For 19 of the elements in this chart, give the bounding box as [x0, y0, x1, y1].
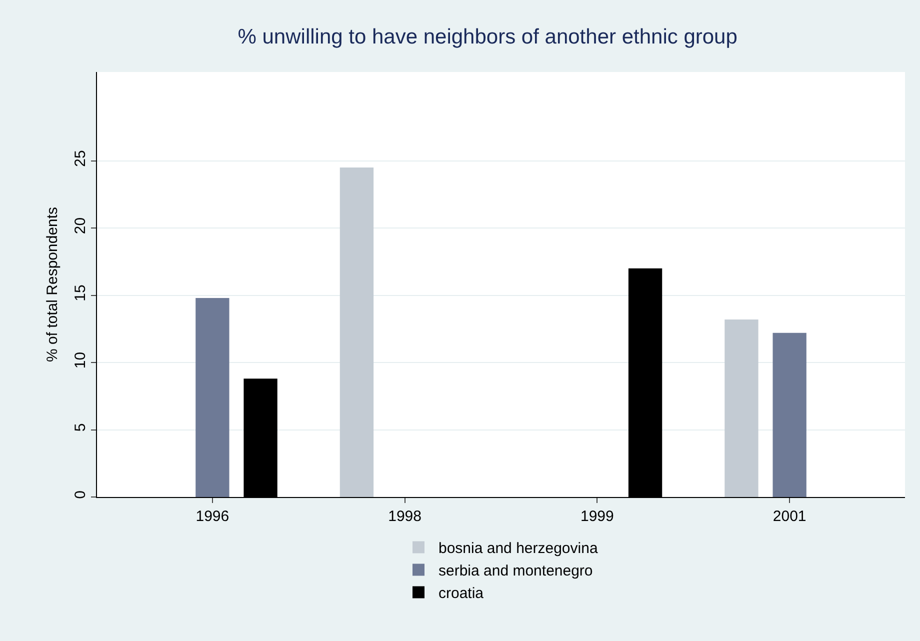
bar	[196, 298, 230, 497]
y-axis-title: % of total Respondents	[44, 206, 61, 362]
bar	[724, 319, 758, 497]
legend-label: serbia and montenegro	[438, 562, 593, 580]
x-tick-label: 1996	[196, 508, 230, 525]
y-tick-label: 0	[72, 490, 89, 499]
y-tick-label: 25	[72, 150, 89, 167]
y-tick-label: 10	[72, 352, 89, 369]
legend-label: bosnia and herzegovina	[438, 540, 598, 558]
x-tick-label: 1998	[388, 508, 422, 525]
x-tick-label: 1999	[580, 508, 614, 525]
y-tick-label: 20	[72, 217, 89, 234]
chart-title: % unwilling to have neighbors of another ethnic group	[238, 26, 738, 49]
legend-label: croatia	[438, 585, 484, 602]
y-tick-label: 5	[72, 423, 89, 432]
x-tick-label: 2001	[772, 508, 806, 525]
y-tick-label: 15	[72, 284, 89, 302]
bar	[340, 167, 374, 497]
bar	[772, 332, 806, 497]
